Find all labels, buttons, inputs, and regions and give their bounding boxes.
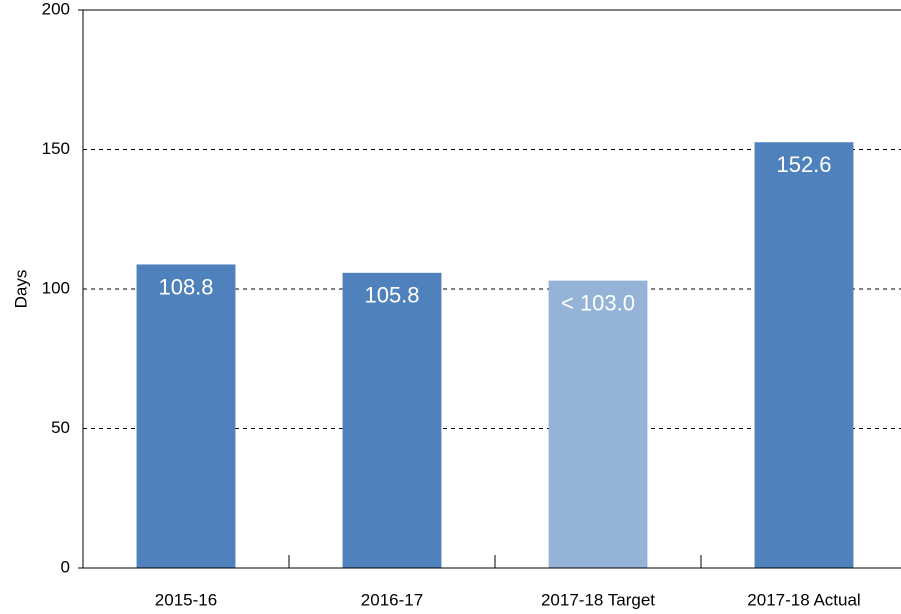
y-axis-label: Days xyxy=(11,270,30,309)
x-tick-label: 2015-16 xyxy=(155,590,217,609)
bar xyxy=(754,142,854,568)
x-tick-label: 2016-17 xyxy=(361,590,423,609)
value-label: 105.8 xyxy=(364,283,419,308)
y-tick-label: 0 xyxy=(61,557,70,576)
bar xyxy=(342,272,442,568)
y-tick-label: 50 xyxy=(51,418,70,437)
y-tick-label: 150 xyxy=(42,139,70,158)
bar xyxy=(136,264,236,568)
value-label: 152.6 xyxy=(776,152,831,177)
x-tick-label: 2017-18 Target xyxy=(541,590,655,609)
y-tick-label: 100 xyxy=(42,278,70,297)
x-tick-label: 2017-18 Actual xyxy=(747,590,860,609)
value-label: < 103.0 xyxy=(561,290,635,315)
y-tick-label: 200 xyxy=(42,0,70,18)
value-label: 108.8 xyxy=(158,274,213,299)
bar xyxy=(548,280,648,568)
